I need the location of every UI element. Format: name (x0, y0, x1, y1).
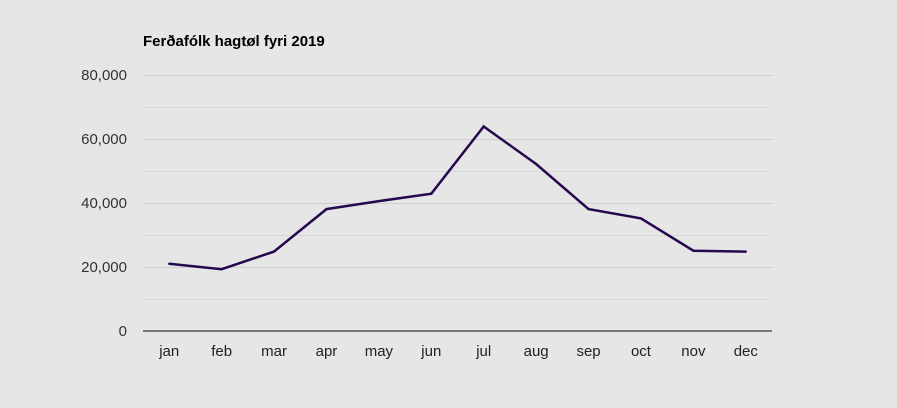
x-tick-label: may (365, 343, 394, 360)
data-point-may[interactable] (377, 199, 381, 203)
gridlines (143, 75, 772, 300)
data-point-mar[interactable] (272, 250, 276, 253)
y-tick-label: 40,000 (81, 195, 127, 212)
x-tick-label: jul (475, 343, 491, 360)
data-point-nov[interactable] (692, 249, 695, 252)
y-tick-label: 0 (119, 323, 127, 340)
x-tick-label: jan (158, 343, 179, 360)
data-point-apr[interactable] (325, 207, 328, 211)
data-point-sep[interactable] (587, 207, 590, 211)
chart-title: Ferðafólk hagtøl fyri 2019 (143, 33, 325, 50)
x-tick-label: apr (316, 343, 338, 360)
y-tick-label: 20,000 (81, 259, 127, 276)
data-point-aug[interactable] (534, 162, 538, 166)
x-axis-labels: jan feb mar apr may jun jul aug sep oct nov dec (158, 343, 758, 360)
data-point-jul[interactable] (482, 125, 485, 128)
data-point-feb[interactable] (220, 268, 223, 271)
y-tick-label: 80,000 (81, 67, 127, 84)
y-axis-labels: 0 20,000 40,000 60,000 80,000 (81, 67, 127, 340)
x-tick-label: jun (420, 343, 441, 360)
x-tick-label: oct (631, 343, 652, 360)
x-tick-label: aug (524, 343, 549, 360)
data-point-jun[interactable] (430, 192, 433, 195)
x-tick-label: feb (211, 343, 232, 360)
x-tick-label: mar (261, 343, 287, 360)
x-tick-label: sep (576, 343, 600, 360)
series-line (169, 124, 746, 271)
x-tick-label: dec (734, 343, 759, 360)
data-point-jan[interactable] (168, 262, 171, 265)
data-point-oct[interactable] (639, 217, 643, 220)
y-tick-label: 60,000 (81, 131, 127, 148)
x-tick-label: nov (681, 343, 706, 360)
series-layer (168, 124, 747, 271)
data-point-dec[interactable] (744, 250, 747, 253)
